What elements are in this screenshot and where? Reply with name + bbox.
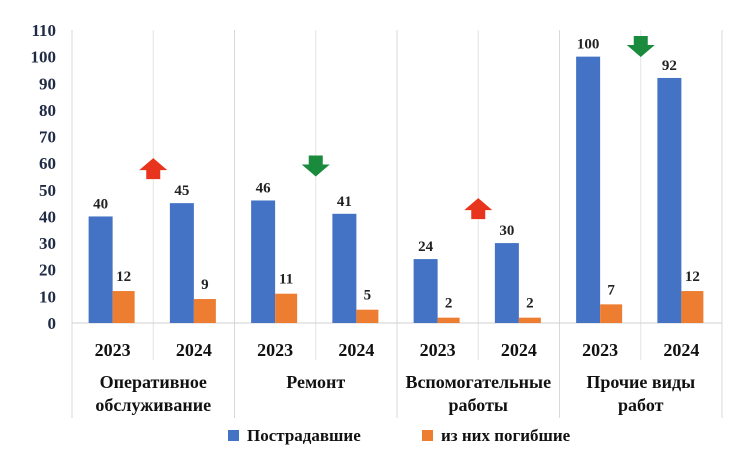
year-label: 2024 [663,340,699,360]
y-tick-label: 110 [31,21,56,40]
y-tick-label: 80 [39,101,56,120]
year-label: 2023 [257,340,293,360]
trend-up-arrow-icon [139,158,168,180]
year-label: 2024 [501,340,537,360]
category-label: работ [618,395,664,415]
value-label-postradavshie: 45 [174,183,189,199]
legend: Пострадавшие из них погибшие [228,426,571,445]
legend-label: Пострадавшие [247,426,361,445]
category-label: Прочие виды [586,372,695,392]
value-labels: 40 12 45 9 46 11 41 5 24 2 30 2 100 7 92 12 [93,37,700,312]
category-label: Вспомогательные [405,372,551,392]
value-label-postradavshie: 40 [93,196,108,212]
value-label-pogibshie: 12 [116,269,131,285]
value-label-pogibshie: 7 [607,282,615,298]
bar-pogibshie [681,291,704,323]
legend-swatch [422,430,433,441]
value-label-pogibshie: 9 [201,277,209,293]
year-label: 2023 [420,340,456,360]
chart-grid [71,30,723,418]
value-label-postradavshie: 92 [662,58,677,74]
bar-postradavshie [657,77,682,323]
x-axis: 2023 2024 Оперативное обслуживание 2023 2024 Р… [95,340,700,415]
year-label: 2024 [176,340,212,360]
value-label-pogibshie: 11 [279,272,293,288]
trend-up-arrow-icon [464,198,493,220]
y-tick-label: 90 [39,74,56,93]
y-tick-label: 0 [48,314,57,333]
y-tick-label: 50 [39,181,56,200]
year-label: 2024 [338,340,374,360]
bar-postradavshie [413,259,438,323]
bar-postradavshie [169,203,194,323]
y-tick-label: 40 [39,207,56,226]
bar-postradavshie [251,200,276,323]
y-tick-label: 70 [39,128,56,147]
bar-pogibshie [518,317,541,323]
y-tick-label: 10 [39,287,56,306]
value-label-postradavshie: 100 [577,37,600,53]
bar-postradavshie [332,213,357,323]
value-label-pogibshie: 2 [445,296,453,312]
y-tick-label: 20 [39,261,56,280]
value-label-postradavshie: 46 [256,180,272,196]
trend-down-arrow-icon [626,36,655,57]
trend-down-arrow-icon [301,155,330,177]
y-axis: 0 10 20 30 40 50 60 70 80 90 100 110 [31,21,722,333]
bar-postradavshie [494,243,519,323]
trend-arrows [139,36,655,220]
year-label: 2023 [95,340,131,360]
category-label: Ремонт [286,372,345,392]
bar-postradavshie [576,56,601,324]
year-label: 2023 [582,340,618,360]
value-label-pogibshie: 12 [685,269,700,285]
bar-pogibshie [193,299,216,323]
legend-label: из них погибшие [441,426,571,445]
value-label-pogibshie: 5 [364,288,372,304]
category-label: Оперативное [100,372,207,392]
legend-swatch [228,430,239,441]
category-label: работы [449,395,508,415]
value-label-pogibshie: 2 [526,296,534,312]
bar-pogibshie [356,309,379,323]
value-label-postradavshie: 24 [418,239,434,255]
bar-pogibshie [275,293,298,323]
y-tick-label: 60 [39,154,56,173]
value-label-postradavshie: 30 [499,223,514,239]
y-tick-label: 30 [39,234,56,253]
bars [88,56,704,324]
bar-pogibshie [112,291,135,323]
y-tick-label: 100 [31,48,57,67]
bar-pogibshie [437,317,460,323]
bar-postradavshie [88,216,113,323]
value-label-postradavshie: 41 [337,194,352,210]
category-label: обслуживание [95,395,211,415]
bar-pogibshie [600,304,623,323]
